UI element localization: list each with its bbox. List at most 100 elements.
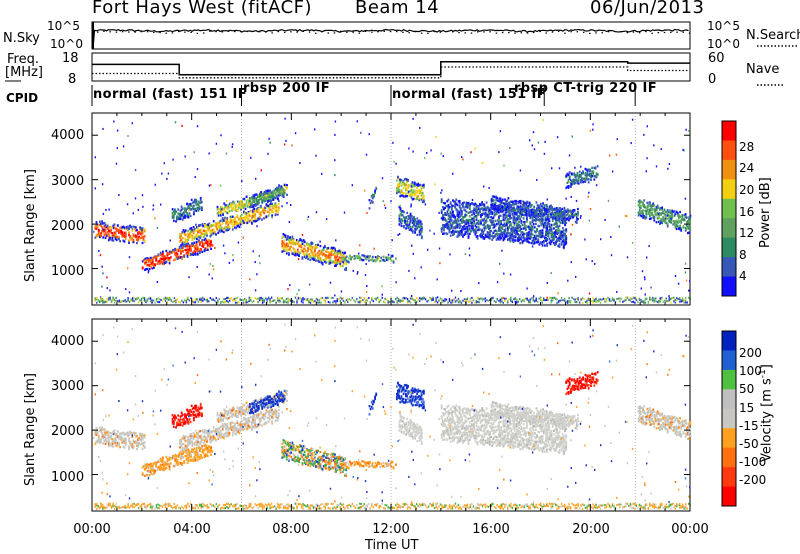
power-cell (321, 254, 324, 257)
velocity-cell (224, 410, 227, 413)
velocity-cell (638, 405, 641, 408)
power-cell (235, 220, 238, 223)
velocity-cell (289, 453, 291, 456)
power-cell (287, 244, 289, 248)
power-cell (196, 235, 198, 238)
velocity-cell (343, 465, 346, 468)
velocity-cell (143, 441, 146, 444)
power-cell (400, 189, 403, 192)
velocity-cell (415, 398, 417, 401)
power-cell (276, 190, 278, 193)
power-cell (111, 234, 114, 238)
velocity-cell (162, 468, 164, 471)
power-cell (107, 236, 110, 239)
power-cell (365, 258, 368, 261)
velocity-cell (195, 449, 198, 452)
power-cell (459, 225, 462, 228)
velocity-cell (247, 423, 250, 426)
power-cell (268, 212, 271, 215)
velocity-cell (343, 461, 345, 464)
power-cell (418, 199, 421, 202)
power-cell (304, 249, 307, 253)
velocity-cell (422, 392, 425, 395)
velocity-cell (332, 459, 335, 462)
velocity-cell (377, 461, 379, 464)
velocity-cell (143, 464, 145, 468)
velocity-cell (349, 460, 351, 463)
velocity-cell (147, 465, 150, 468)
power-cell (159, 258, 162, 261)
velocity-cell (252, 410, 255, 413)
velocity-cell (176, 459, 179, 462)
velocity-cell (253, 416, 255, 419)
velocity-cell (368, 465, 370, 468)
velocity-cell (350, 464, 352, 467)
velocity-cell (415, 396, 417, 400)
velocity-cell (448, 437, 451, 440)
power-cell (106, 231, 109, 234)
velocity-cell (289, 452, 291, 455)
power-cell (137, 239, 139, 242)
velocity-cell (103, 439, 106, 443)
power-cell (324, 254, 326, 257)
power-cell (203, 233, 206, 236)
power-cell (202, 229, 205, 232)
power-cell (354, 257, 357, 260)
power-cell (292, 240, 295, 243)
power-cell (651, 212, 653, 215)
power-cell (247, 211, 250, 214)
power-cell (160, 260, 163, 263)
power-cell (347, 261, 350, 264)
velocity-cell (277, 408, 280, 412)
velocity-cell (253, 421, 255, 424)
power-cell (291, 237, 294, 240)
velocity-cell (288, 459, 290, 462)
power-cell (409, 189, 412, 193)
power-cell (361, 258, 364, 262)
power-cell (107, 229, 110, 233)
power-cell (196, 249, 199, 253)
velocity-cell (137, 442, 139, 445)
velocity-cell (416, 397, 418, 400)
power-cell (270, 204, 272, 207)
power-cell (112, 239, 115, 242)
power-cell (449, 201, 452, 204)
velocity-cell (155, 462, 158, 465)
power-cell (645, 210, 648, 214)
velocity-cell (115, 435, 118, 438)
velocity-cell (335, 469, 337, 472)
power-cell (328, 256, 331, 259)
velocity-cell (97, 434, 100, 438)
power-cell (353, 254, 356, 258)
nsearch-point (146, 31, 149, 33)
power-cell (246, 205, 249, 208)
velocity-cell (132, 431, 135, 434)
power-cell (232, 208, 235, 211)
power-cell (121, 231, 124, 234)
velocity-cell (292, 446, 295, 449)
velocity-cell (245, 419, 248, 422)
velocity-cell (245, 408, 248, 411)
velocity-cell (239, 422, 242, 426)
power-cell (209, 244, 211, 247)
power-cell (265, 205, 268, 208)
power-cell (97, 231, 100, 235)
velocity-cell (190, 433, 193, 436)
velocity-cell (480, 427, 482, 430)
velocity-cell (405, 389, 407, 393)
power-cell (415, 190, 417, 194)
velocity-cell (140, 433, 143, 436)
power-cell (228, 202, 231, 205)
velocity-cell (281, 442, 284, 445)
power-cell (162, 250, 164, 253)
power-cell (294, 241, 297, 244)
power-cell (232, 206, 235, 209)
power-cell (331, 261, 334, 264)
power-cell (297, 242, 299, 245)
velocity-cell (217, 430, 220, 434)
power-cell (479, 228, 481, 231)
power-cell (233, 201, 236, 204)
velocity-cell (110, 437, 112, 440)
velocity-cell (134, 442, 137, 445)
velocity-cell (222, 433, 225, 436)
